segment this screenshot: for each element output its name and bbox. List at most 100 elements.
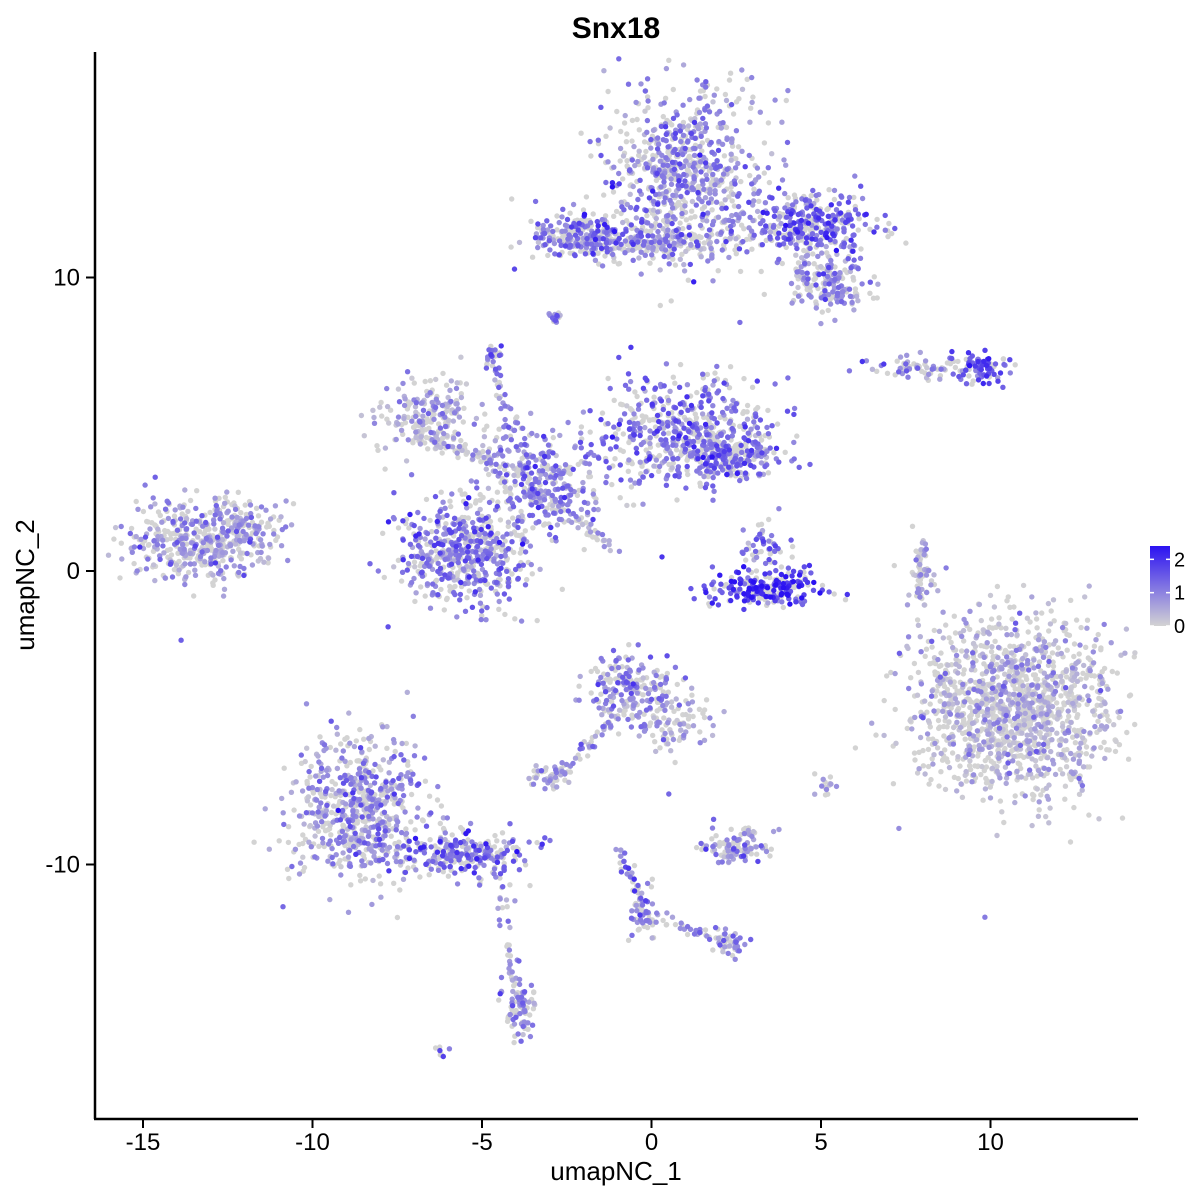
data-point: [664, 910, 670, 916]
data-point: [920, 763, 927, 769]
data-point: [721, 708, 727, 715]
data-point: [386, 844, 393, 850]
data-point: [516, 239, 523, 246]
data-point: [994, 583, 1001, 590]
data-point: [765, 600, 771, 606]
data-point: [428, 549, 434, 555]
data-point: [366, 746, 372, 753]
data-point: [517, 550, 523, 556]
data-point: [249, 562, 256, 568]
data-point: [508, 491, 514, 498]
data-point: [348, 882, 354, 888]
data-point: [912, 757, 918, 763]
data-point: [929, 644, 935, 650]
data-point: [776, 826, 782, 833]
data-point: [948, 639, 954, 646]
data-point: [1018, 752, 1024, 759]
data-point: [607, 693, 613, 700]
data-point: [1001, 819, 1007, 826]
data-point: [293, 779, 299, 785]
data-point: [257, 537, 264, 543]
data-point: [931, 752, 937, 758]
data-point: [767, 574, 773, 581]
data-point: [386, 770, 392, 776]
data-point: [791, 584, 797, 591]
data-point: [930, 660, 936, 666]
data-point: [522, 862, 529, 868]
data-point: [953, 661, 959, 667]
data-point: [361, 433, 367, 439]
data-point: [304, 778, 310, 785]
data-point: [869, 720, 875, 726]
data-point: [1111, 722, 1117, 728]
data-point: [894, 358, 900, 364]
data-point: [1009, 700, 1016, 706]
data-point: [480, 442, 486, 449]
data-point: [575, 525, 581, 531]
data-point: [411, 380, 417, 386]
data-point: [599, 712, 605, 718]
data-point: [687, 154, 693, 160]
data-point: [1046, 628, 1052, 634]
data-point: [422, 593, 428, 599]
data-point: [404, 689, 410, 695]
data-point: [618, 210, 624, 217]
data-point: [672, 921, 679, 928]
data-point: [1112, 748, 1119, 755]
data-point: [1024, 732, 1030, 738]
data-point: [611, 397, 617, 403]
data-point: [273, 537, 279, 543]
data-point: [1035, 637, 1042, 643]
data-point: [448, 378, 454, 384]
data-point: [259, 543, 265, 549]
data-point: [626, 457, 632, 463]
data-point: [412, 423, 418, 430]
data-point: [473, 415, 480, 422]
data-point: [1034, 625, 1040, 631]
data-point: [651, 715, 657, 721]
data-point: [892, 372, 898, 378]
data-point: [480, 494, 486, 501]
data-point: [631, 143, 637, 150]
data-point: [1017, 761, 1023, 768]
data-point: [391, 880, 397, 886]
data-point: [1116, 714, 1122, 721]
data-point: [1029, 756, 1035, 762]
data-point: [643, 414, 649, 420]
data-point: [684, 931, 691, 938]
data-point: [622, 707, 628, 714]
data-point: [737, 423, 743, 429]
data-point: [458, 394, 465, 401]
data-point: [914, 692, 921, 698]
data-point: [1038, 711, 1044, 717]
chart-title: Snx18: [572, 12, 660, 45]
data-point: [307, 774, 313, 780]
data-point: [152, 577, 158, 584]
data-point: [744, 402, 751, 409]
data-point: [507, 882, 513, 888]
data-point: [450, 418, 457, 424]
data-point: [481, 454, 487, 461]
data-point: [1011, 643, 1017, 650]
data-point: [978, 771, 984, 778]
data-point: [1036, 799, 1042, 805]
data-point: [769, 151, 775, 157]
data-point: [224, 489, 230, 495]
data-point: [280, 810, 286, 816]
data-point: [579, 521, 586, 528]
data-point: [1086, 812, 1092, 818]
data-point: [615, 731, 622, 737]
data-point: [351, 743, 358, 750]
data-point: [954, 719, 960, 725]
data-point: [1023, 676, 1030, 682]
data-point: [1048, 608, 1054, 614]
data-point: [1012, 686, 1018, 692]
data-point: [405, 865, 411, 871]
data-point: [615, 261, 621, 267]
data-point: [627, 191, 633, 197]
data-point: [458, 354, 464, 360]
data-point: [376, 873, 382, 879]
data-point: [408, 791, 415, 798]
data-point: [357, 878, 364, 884]
data-point: [856, 216, 862, 222]
